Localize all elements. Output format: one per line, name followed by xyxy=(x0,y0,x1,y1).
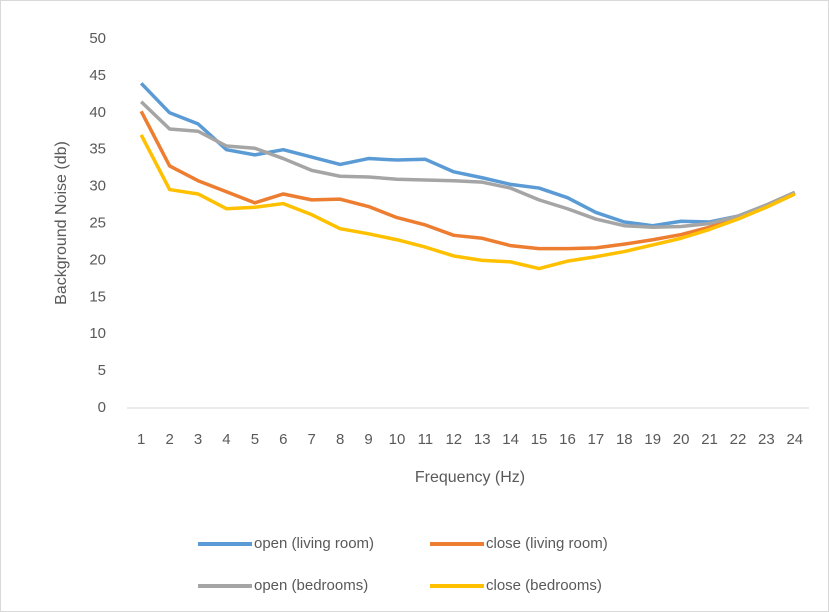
x-tick-label: 7 xyxy=(308,431,316,448)
series-line xyxy=(139,134,796,271)
x-axis-title: Frequency (Hz) xyxy=(415,469,525,486)
y-tick-label: 50 xyxy=(89,30,106,47)
y-axis-title: Background Noise (db) xyxy=(53,141,70,305)
y-tick-label: 10 xyxy=(89,325,106,342)
series-line xyxy=(139,110,796,251)
legend-label: close (living room) xyxy=(486,535,608,552)
legend-label: close (bedrooms) xyxy=(486,577,602,594)
series-line xyxy=(139,100,796,229)
x-tick-label: 19 xyxy=(644,431,661,448)
legend-label: open (bedrooms) xyxy=(254,577,368,594)
y-tick-label: 30 xyxy=(89,178,106,195)
x-tick-label: 16 xyxy=(559,431,576,448)
x-tick-label: 14 xyxy=(502,431,519,448)
x-tick-label: 18 xyxy=(616,431,633,448)
x-tick-label: 23 xyxy=(758,431,775,448)
x-tick-label: 13 xyxy=(474,431,491,448)
y-tick-label: 0 xyxy=(98,399,106,416)
y-tick-label: 40 xyxy=(89,104,106,121)
x-tick-label: 3 xyxy=(194,431,202,448)
x-tick-label: 2 xyxy=(165,431,173,448)
x-tick-label: 24 xyxy=(786,431,803,448)
y-tick-label: 45 xyxy=(89,67,106,84)
legend-label: open (living room) xyxy=(254,535,374,552)
x-tick-label: 22 xyxy=(730,431,747,448)
x-tick-label: 11 xyxy=(418,431,434,448)
series-line xyxy=(139,82,796,228)
y-tick-label: 5 xyxy=(98,362,106,379)
x-tick-label: 1 xyxy=(137,431,145,448)
y-tick-label: 25 xyxy=(89,214,106,231)
x-tick-label: 10 xyxy=(389,431,406,448)
x-tick-label: 8 xyxy=(336,431,344,448)
x-tick-label: 17 xyxy=(588,431,605,448)
x-tick-label: 6 xyxy=(279,431,287,448)
y-tick-label: 20 xyxy=(89,251,106,268)
x-tick-label: 12 xyxy=(445,431,462,448)
y-tick-label: 35 xyxy=(89,141,106,158)
x-tick-label: 15 xyxy=(531,431,548,448)
x-tick-label: 21 xyxy=(701,431,718,448)
x-tick-label: 9 xyxy=(364,431,372,448)
x-tick-label: 20 xyxy=(673,431,690,448)
x-tick-label: 4 xyxy=(222,431,230,448)
x-tick-label: 5 xyxy=(251,431,259,448)
y-tick-label: 15 xyxy=(89,288,106,305)
